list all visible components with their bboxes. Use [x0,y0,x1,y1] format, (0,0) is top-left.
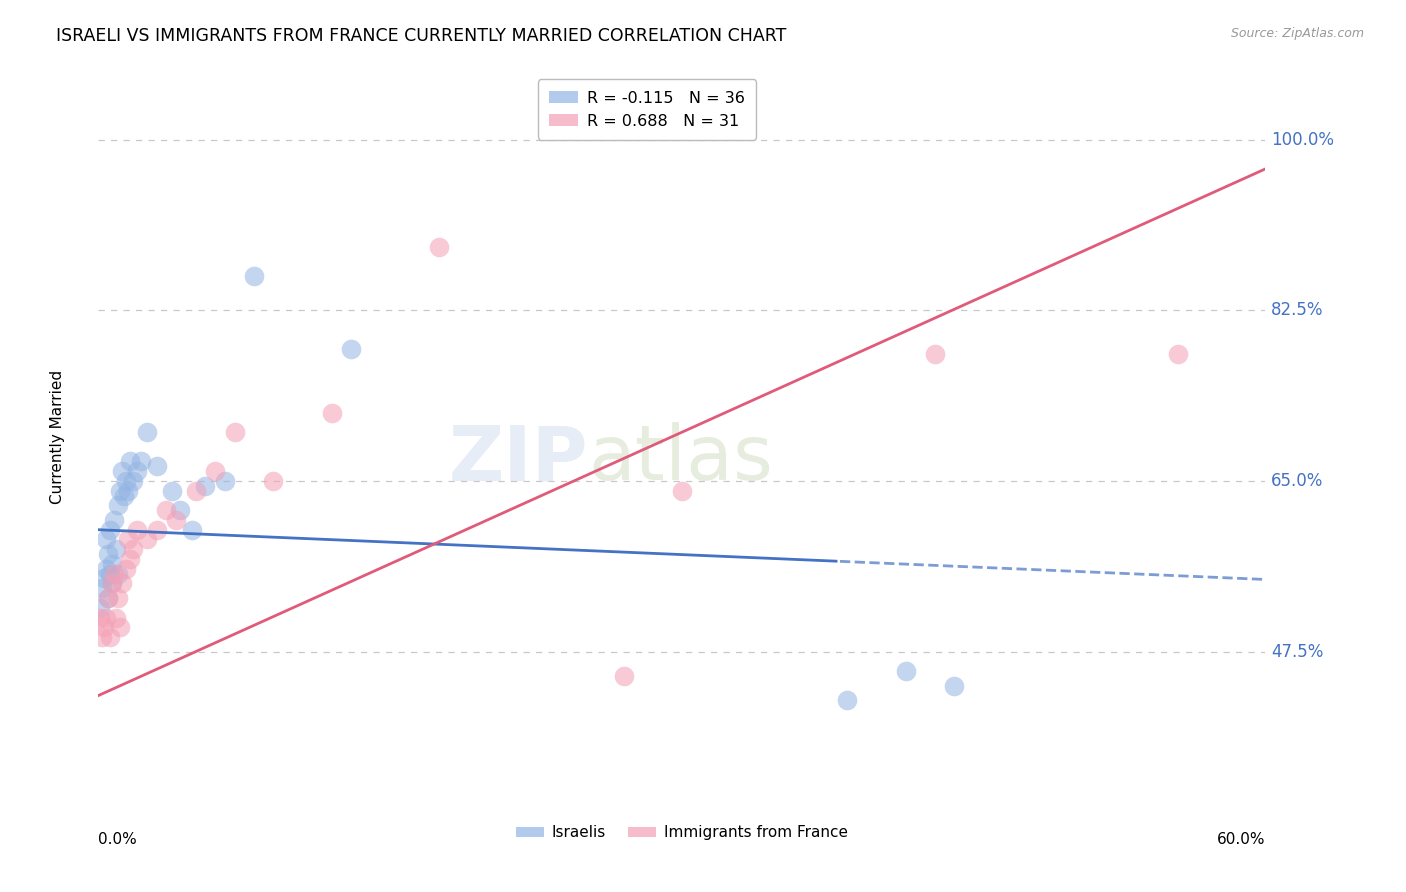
Point [98,566,121,581]
Point [97,547,120,561]
Text: 65.0%: 65.0% [1271,472,1323,490]
Text: ISRAELI VS IMMIGRANTS FROM FRANCE CURRENTLY MARRIED CORRELATION CHART: ISRAELI VS IMMIGRANTS FROM FRANCE CURREN… [56,27,786,45]
Text: ZIP: ZIP [449,422,589,496]
Point [169,503,191,517]
Point [136,425,159,440]
Point [98,523,121,537]
Point [114,474,136,488]
Text: 0.0%: 0.0% [98,832,138,847]
Point [340,343,363,357]
Point [93,620,115,634]
Text: 82.5%: 82.5% [1271,301,1323,319]
Point [104,610,127,624]
Point [127,523,149,537]
Point [146,523,169,537]
Point [122,542,145,557]
Point [93,572,115,586]
Point [117,483,139,498]
Point [111,464,134,478]
Point [204,464,226,478]
Text: atlas: atlas [589,422,773,496]
Point [91,581,114,595]
Point [1167,347,1189,361]
Point [224,425,246,440]
Point [194,479,217,493]
Point [104,542,127,557]
Point [108,483,131,498]
Point [103,513,125,527]
Point [671,483,693,498]
Point [117,533,139,547]
Point [165,513,187,527]
Point [427,240,450,254]
Point [146,459,169,474]
Text: 100.0%: 100.0% [1271,130,1334,149]
Point [122,474,145,488]
Point [96,610,118,624]
Text: 60.0%: 60.0% [1218,832,1265,847]
Point [214,474,236,488]
Point [162,483,184,498]
Point [107,566,129,581]
Point [180,523,202,537]
Point [321,406,343,420]
Point [118,552,141,566]
Point [101,576,124,591]
Point [114,562,136,576]
Point [129,454,152,468]
Text: Currently Married: Currently Married [51,370,65,504]
Point [184,483,207,498]
Point [103,566,125,581]
Point [101,576,124,591]
Point [108,620,131,634]
Point [118,454,141,468]
Point [98,630,121,644]
Point [96,562,118,576]
Point [837,693,859,707]
Point [89,610,111,624]
Point [136,533,159,547]
Point [96,533,118,547]
Point [111,576,134,591]
Point [127,464,149,478]
Point [243,269,266,284]
Point [89,600,111,615]
Point [97,591,120,605]
Point [155,503,177,517]
Point [894,664,917,678]
Point [943,679,966,693]
Text: 47.5%: 47.5% [1271,642,1323,661]
Point [101,557,124,571]
Text: Source: ZipAtlas.com: Source: ZipAtlas.com [1230,27,1364,40]
Point [91,630,114,644]
Point [613,669,636,683]
Legend: Israelis, Immigrants from France: Israelis, Immigrants from France [510,819,853,847]
Point [107,499,129,513]
Point [97,591,120,605]
Point [112,489,135,503]
Point [107,591,129,605]
Point [262,474,284,488]
Point [924,347,946,361]
